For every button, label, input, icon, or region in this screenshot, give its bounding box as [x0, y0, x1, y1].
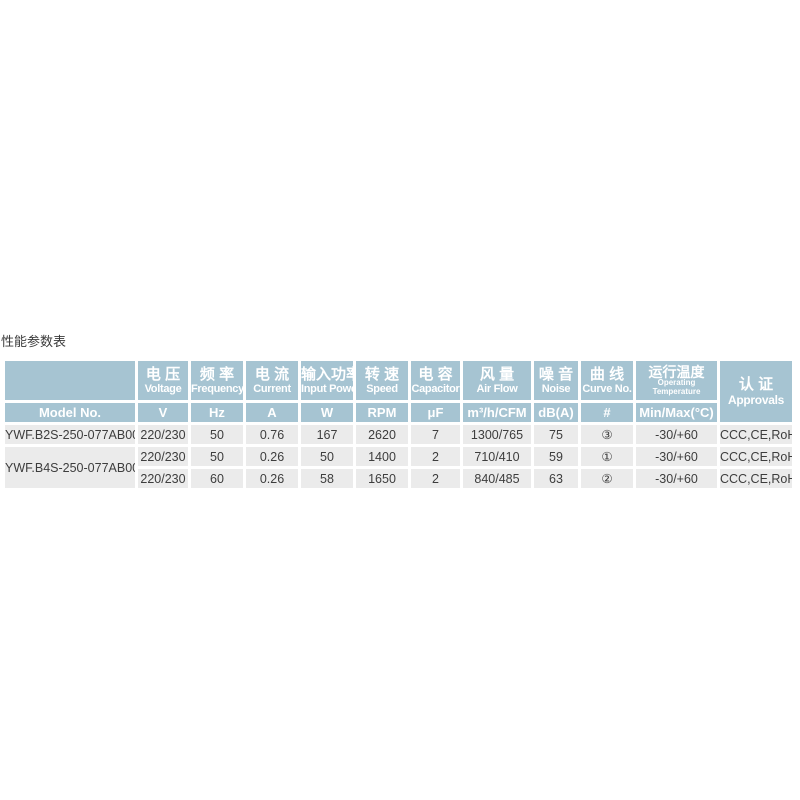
col-header-noise-en: Noise: [541, 383, 571, 396]
header-row-units: Model No. V Hz A W RPM μF m³/h/CFM dB(A)…: [5, 403, 792, 422]
col-header-curve-no: 曲 线 Curve No.: [581, 361, 633, 400]
col-header-noise-zh: 噪 音: [538, 365, 574, 383]
unit-capacitor: μF: [411, 403, 460, 422]
cell-voltage: 220/230: [138, 447, 188, 466]
col-header-air-flow-zh: 风 量: [479, 365, 515, 383]
cell-speed: 1650: [356, 469, 408, 488]
table-row: 220/230 60 0.26 58 1650 2 840/485 63 ② -…: [5, 469, 792, 488]
cell-curve-no: ①: [581, 447, 633, 466]
cell-noise: 59: [534, 447, 578, 466]
col-header-voltage-en: Voltage: [144, 383, 182, 396]
col-header-air-flow-en: Air Flow: [476, 383, 518, 396]
cell-noise: 63: [534, 469, 578, 488]
cell-operating-temperature: -30/+60: [636, 447, 717, 466]
cell-approvals: CCC,CE,RoHs: [720, 447, 792, 466]
cell-curve-no: ③: [581, 425, 633, 444]
col-header-frequency: 频 率 Frequency: [191, 361, 243, 400]
cell-current: 0.26: [246, 469, 298, 488]
col-header-current-en: Current: [253, 383, 291, 396]
performance-table: 电 压 Voltage 频 率 Frequency 电 流 Current 输入…: [2, 358, 795, 491]
cell-frequency: 60: [191, 469, 243, 488]
col-header-voltage: 电 压 Voltage: [138, 361, 188, 400]
col-header-input-power-en: Input Power: [301, 383, 353, 396]
cell-input-power: 167: [301, 425, 353, 444]
col-header-capacitor: 电 容 Capacitor: [411, 361, 460, 400]
unit-current: A: [246, 403, 298, 422]
cell-input-power: 50: [301, 447, 353, 466]
unit-air-flow: m³/h/CFM: [463, 403, 531, 422]
col-header-frequency-en: Frequency: [191, 383, 243, 396]
col-header-air-flow: 风 量 Air Flow: [463, 361, 531, 400]
cell-approvals: CCC,CE,RoHs: [720, 425, 792, 444]
table-row: YWF.B4S-250-077AB00 220/230 50 0.26 50 1…: [5, 447, 792, 488]
section-title: 性能参数表: [1, 334, 67, 349]
col-header-operating-temperature-en-top: Operating: [657, 377, 696, 387]
unit-curve-no: #: [581, 403, 633, 422]
cell-speed: 2620: [356, 425, 408, 444]
col-header-operating-temperature: 运行温度 Operating Temperature: [636, 361, 717, 400]
col-header-approvals: 认 证 Approvals: [720, 361, 792, 422]
cell-curve-no: ②: [581, 469, 633, 488]
unit-noise: dB(A): [534, 403, 578, 422]
col-header-approvals-zh: 认 证: [738, 375, 774, 393]
col-header-input-power: 输入功率 Input Power: [301, 361, 353, 400]
corner-cell: [5, 361, 135, 400]
cell-speed: 1400: [356, 447, 408, 466]
col-header-curve-no-zh: 曲 线: [589, 365, 625, 383]
cell-noise: 75: [534, 425, 578, 444]
col-header-capacitor-zh: 电 容: [418, 365, 453, 383]
model-no-header: Model No.: [5, 403, 135, 422]
col-header-operating-temperature-en-bottom: Temperature: [652, 386, 701, 396]
table-row: YWF.B2S-250-077AB00 220/230 50 0.76 167 …: [5, 425, 792, 444]
cell-voltage: 220/230: [138, 425, 188, 444]
cell-operating-temperature: -30/+60: [636, 469, 717, 488]
cell-input-power: 58: [301, 469, 353, 488]
cell-current: 0.26: [246, 447, 298, 466]
cell-air-flow: 840/485: [463, 469, 531, 488]
cell-capacitor: 2: [411, 469, 460, 488]
col-header-current-zh: 电 流: [254, 365, 290, 383]
col-header-noise: 噪 音 Noise: [534, 361, 578, 400]
unit-speed: RPM: [356, 403, 408, 422]
cell-model: YWF.B4S-250-077AB00: [5, 447, 135, 488]
unit-operating-temperature: Min/Max(°C): [636, 403, 717, 422]
col-header-speed: 转 速 Speed: [356, 361, 408, 400]
col-header-curve-no-en: Curve No.: [582, 383, 632, 396]
cell-approvals: CCC,CE,RoHs: [720, 469, 792, 488]
col-header-operating-temperature-zh: 运行温度: [648, 363, 705, 380]
col-header-current: 电 流 Current: [246, 361, 298, 400]
cell-air-flow: 710/410: [463, 447, 531, 466]
col-header-capacitor-en: Capacitor: [411, 383, 460, 396]
col-header-frequency-zh: 频 率: [199, 365, 235, 383]
cell-operating-temperature: -30/+60: [636, 425, 717, 444]
cell-air-flow: 1300/765: [463, 425, 531, 444]
col-header-speed-en: Speed: [366, 383, 398, 396]
col-header-approvals-en: Approvals: [728, 393, 784, 408]
cell-capacitor: 7: [411, 425, 460, 444]
cell-frequency: 50: [191, 447, 243, 466]
cell-current: 0.76: [246, 425, 298, 444]
unit-voltage: V: [138, 403, 188, 422]
col-header-speed-zh: 转 速: [364, 365, 400, 383]
cell-model: YWF.B2S-250-077AB00: [5, 425, 135, 444]
col-header-input-power-zh: 输入功率: [301, 365, 353, 383]
cell-capacitor: 2: [411, 447, 460, 466]
header-row-names: 电 压 Voltage 频 率 Frequency 电 流 Current 输入…: [5, 361, 792, 422]
col-header-voltage-zh: 电 压: [145, 365, 181, 383]
cell-frequency: 50: [191, 425, 243, 444]
unit-input-power: W: [301, 403, 353, 422]
unit-frequency: Hz: [191, 403, 243, 422]
cell-voltage: 220/230: [138, 469, 188, 488]
